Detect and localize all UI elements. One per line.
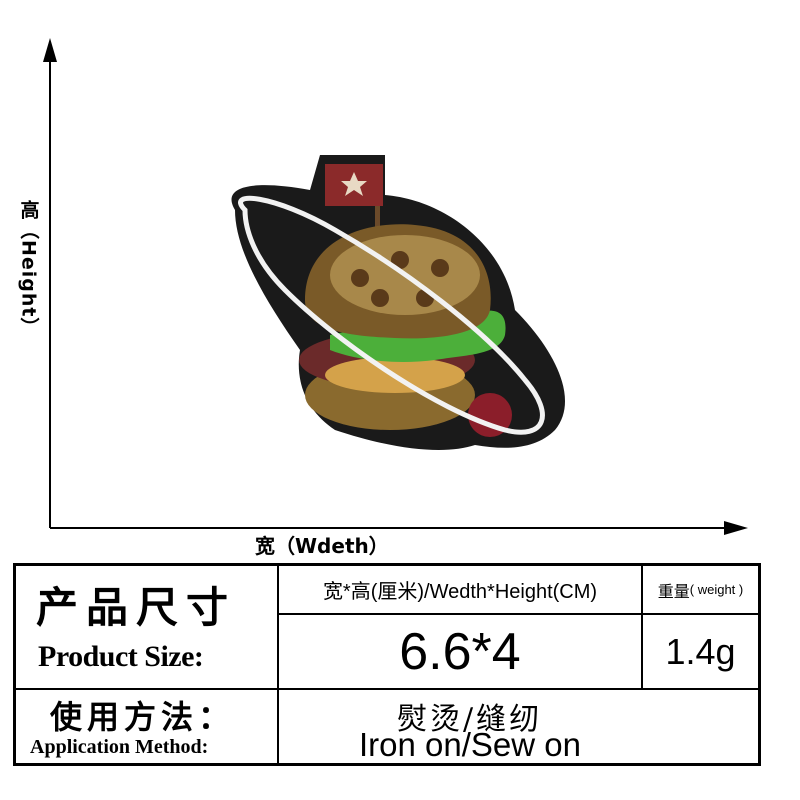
- product-spec-table: 产品尺寸 Product Size: 宽*高(厘米)/Wedth*Height(…: [13, 563, 761, 766]
- dims-header: 宽*高(厘米)/Wedth*Height(CM): [322, 581, 598, 603]
- width-axis-label: 宽（Wdeth）: [255, 534, 389, 558]
- row-divider-main: [16, 688, 758, 690]
- y-axis-arrow: [43, 38, 57, 62]
- planet-ball: [468, 393, 512, 437]
- method-label-en: Application Method:: [30, 736, 209, 758]
- alien-eye-icon: [391, 251, 409, 269]
- size-label-zh: 产品尺寸: [36, 583, 237, 632]
- height-axis-label: 高（Height）: [4, 200, 54, 370]
- weight-value: 1.4g: [665, 630, 736, 672]
- dims-value: 6.6*4: [399, 622, 521, 681]
- row-divider-header: [277, 613, 758, 615]
- dims-value-cell: 6.6*4: [279, 615, 641, 688]
- alien-eye-icon: [371, 289, 389, 307]
- size-label-cell: 产品尺寸 Product Size:: [16, 566, 277, 688]
- flag-pole: [375, 190, 380, 230]
- dimension-axes: [43, 38, 748, 535]
- method-label-cell: 使用方法： Application Method:: [16, 690, 277, 763]
- dims-header-cell: 宽*高(厘米)/Wedth*Height(CM): [279, 566, 641, 613]
- flag-star-icon: [341, 172, 367, 196]
- weight-header-zh: 重量: [657, 583, 690, 601]
- alien-eye-icon: [431, 259, 449, 277]
- alien-eye-icon: [351, 269, 369, 287]
- burger-planet-patch-image: [231, 155, 566, 450]
- weight-header-cell: 重量 ( weight ): [643, 566, 758, 613]
- weight-value-cell: 1.4g: [643, 615, 758, 688]
- planet-ring: [238, 195, 545, 435]
- x-axis-arrow: [724, 521, 748, 535]
- weight-header-en: ( weight ): [689, 582, 744, 597]
- height-axis-text: 高（Height）: [17, 200, 40, 338]
- col-divider-1: [277, 566, 279, 763]
- method-value-zh: 熨烫/缝纫: [397, 702, 543, 737]
- method-value-cell: 熨烫/缝纫 Iron on/Sew on: [279, 690, 758, 763]
- col-divider-2: [641, 566, 643, 688]
- method-label-zh: 使用方法：: [50, 698, 236, 736]
- size-label-en: Product Size:: [38, 640, 204, 673]
- method-value-en: Iron on/Sew on: [359, 726, 581, 763]
